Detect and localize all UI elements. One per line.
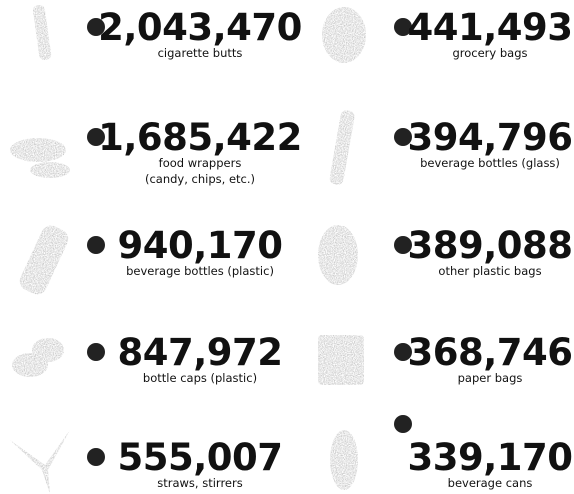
label: other plastic bags <box>438 264 541 278</box>
bullet <box>87 236 105 254</box>
count: 940,170 <box>117 224 282 267</box>
bullet <box>87 448 105 466</box>
count: 847,972 <box>117 331 282 374</box>
count: 1,685,422 <box>98 116 302 159</box>
count: 339,170 <box>407 436 572 479</box>
label: grocery bags <box>452 46 527 60</box>
label: bottle caps (plastic) <box>143 371 257 385</box>
label: paper bags <box>458 371 523 385</box>
count: 555,007 <box>117 436 282 479</box>
label: (candy, chips, etc.) <box>145 172 255 186</box>
count: 441,493 <box>407 6 572 49</box>
infographic: 2,043,470cigarette butts 1,685,422food wr… <box>0 0 574 494</box>
count: 389,088 <box>407 224 572 267</box>
bullet <box>87 343 105 361</box>
label: beverage bottles (plastic) <box>126 264 274 278</box>
bullet <box>394 415 412 433</box>
label: beverage cans <box>448 476 533 490</box>
label: food wrappers <box>159 156 242 170</box>
label: straws, stirrers <box>157 476 242 490</box>
label: cigarette butts <box>158 46 243 60</box>
label: beverage bottles (glass) <box>420 156 560 170</box>
count: 2,043,470 <box>98 6 302 49</box>
count: 368,746 <box>407 331 572 374</box>
count: 394,796 <box>407 116 572 159</box>
